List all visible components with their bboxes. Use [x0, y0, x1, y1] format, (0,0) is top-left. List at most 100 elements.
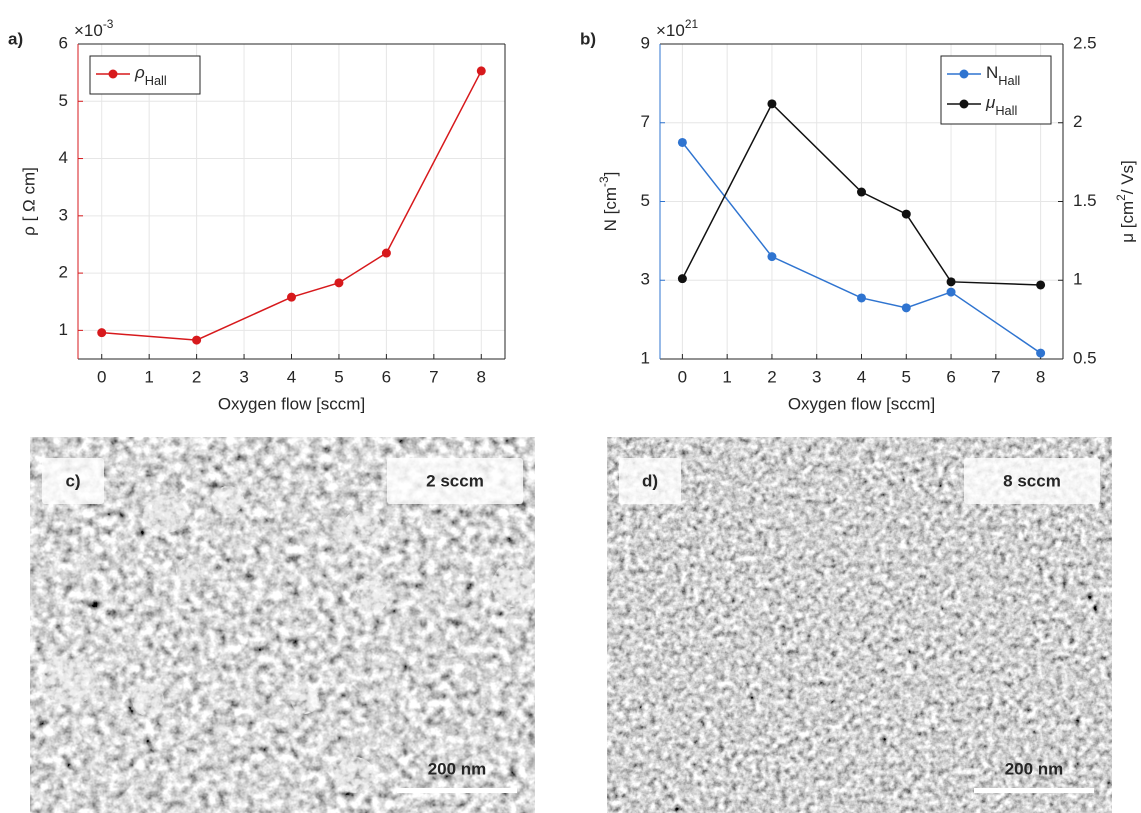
x-tick-label: 1 — [722, 367, 731, 386]
x-tick-label: 6 — [382, 367, 391, 386]
label-box — [42, 458, 104, 504]
legend-box — [940, 55, 1052, 125]
legend-label: NHall — [986, 63, 1020, 87]
condition-label: 8 sccm — [1003, 471, 1061, 490]
data-point — [334, 278, 344, 288]
data-point — [946, 287, 956, 297]
y2-tick-label: 1 — [1073, 270, 1082, 289]
x-tick-label: 4 — [857, 367, 866, 386]
y-tick-label: 9 — [641, 33, 650, 52]
y-tick-label: 4 — [59, 148, 68, 167]
y2-axis-label-part: / Vs] — [1118, 160, 1137, 194]
legend-marker — [959, 69, 969, 79]
y2-tick-label: 2 — [1073, 112, 1082, 131]
y-tick-label: 6 — [59, 33, 68, 52]
x-tick-label: 3 — [239, 367, 248, 386]
data-point — [767, 99, 777, 109]
y-axis-label-part: N [cm — [601, 187, 620, 231]
data-point — [476, 66, 486, 76]
scale-bar — [397, 788, 517, 793]
data-point — [767, 252, 777, 262]
x-axis-label: Oxygen flow [sccm] — [788, 394, 935, 413]
x-tick-label: 0 — [97, 367, 106, 386]
x-tick-label: 2 — [192, 367, 201, 386]
y-multiplier-part: 21 — [685, 17, 699, 31]
data-point — [287, 292, 296, 302]
y-tick-label: 5 — [641, 191, 650, 210]
x-tick-label: 8 — [1036, 367, 1045, 386]
legend-marker — [959, 99, 969, 109]
y2-axis-label: μ [cm2/ Vs] — [1114, 160, 1137, 243]
condition-box — [387, 458, 523, 504]
y-multiplier-part: ×10 — [656, 21, 685, 40]
data-point — [1036, 348, 1046, 358]
x-tick-label: 0 — [678, 367, 687, 386]
scale-bar-label: 200 nm — [1005, 759, 1064, 778]
legend-marker — [108, 69, 118, 79]
x-tick-label: 4 — [287, 367, 296, 386]
series-line — [681, 102, 1041, 286]
legend-label: ρHall — [134, 63, 167, 87]
y-axis-label: N [cm-3] — [597, 172, 620, 232]
legend-label-part: Hall — [995, 103, 1017, 118]
y-axis-label-part: ] — [601, 172, 620, 177]
x-tick-label: 5 — [334, 367, 343, 386]
x-tick-label: 3 — [812, 367, 821, 386]
data-point — [97, 328, 107, 338]
x-tick-label: 8 — [477, 367, 486, 386]
x-axis-label: Oxygen flow [sccm] — [218, 394, 365, 413]
data-point — [857, 187, 866, 197]
legend-box — [89, 55, 201, 95]
y2-tick-label: 1.5 — [1073, 191, 1097, 210]
data-point — [901, 209, 911, 219]
scale-bar-label: 200 nm — [428, 759, 487, 778]
legend-label: μHall — [985, 93, 1017, 117]
x-tick-label: 1 — [144, 367, 153, 386]
y2-axis-label-part: 2 — [1114, 194, 1128, 201]
y-multiplier: ×1021 — [656, 17, 698, 40]
y-multiplier-part: ×10 — [74, 21, 103, 40]
y-tick-label: 5 — [59, 91, 68, 110]
data-point — [901, 303, 911, 313]
legend-label-part: N — [986, 63, 998, 82]
x-tick-label: 6 — [946, 367, 955, 386]
data-point — [857, 293, 866, 303]
y-axis-label-part: -3 — [597, 176, 611, 187]
data-point — [1036, 280, 1046, 290]
data-point — [677, 274, 687, 284]
scale-bar — [974, 788, 1094, 793]
x-tick-label: 2 — [767, 367, 776, 386]
panel-label: a) — [8, 29, 23, 48]
legend-label-part: Hall — [145, 73, 167, 88]
y2-tick-label: 0.5 — [1073, 348, 1097, 367]
y-multiplier: ×10-3 — [74, 17, 114, 40]
data-point — [677, 137, 687, 147]
condition-box — [964, 458, 1100, 504]
y-tick-label: 1 — [641, 348, 650, 367]
data-point — [946, 277, 956, 287]
data-point — [381, 248, 391, 258]
data-point — [192, 335, 202, 345]
x-tick-label: 5 — [902, 367, 911, 386]
y-multiplier-part: -3 — [103, 17, 114, 31]
image-label: c) — [65, 471, 80, 490]
legend-label-part: μ — [985, 93, 996, 112]
y-tick-label: 7 — [641, 112, 650, 131]
legend-label-part: Hall — [998, 73, 1020, 88]
y-tick-label: 3 — [59, 205, 68, 224]
y-tick-label: 1 — [59, 320, 68, 339]
legend-label-part: ρ — [134, 63, 145, 82]
x-tick-label: 7 — [991, 367, 1000, 386]
series-line — [681, 141, 1042, 354]
label-box — [619, 458, 681, 504]
x-tick-label: 7 — [429, 367, 438, 386]
y2-tick-label: 2.5 — [1073, 33, 1097, 52]
series-line — [101, 70, 482, 341]
y-tick-label: 2 — [59, 263, 68, 282]
y-axis-label: ρ [ Ω cm] — [19, 167, 38, 236]
y-tick-label: 3 — [641, 270, 650, 289]
condition-label: 2 sccm — [426, 471, 484, 490]
y2-axis-label-part: μ [cm — [1118, 201, 1137, 243]
panel-label: b) — [580, 29, 596, 48]
